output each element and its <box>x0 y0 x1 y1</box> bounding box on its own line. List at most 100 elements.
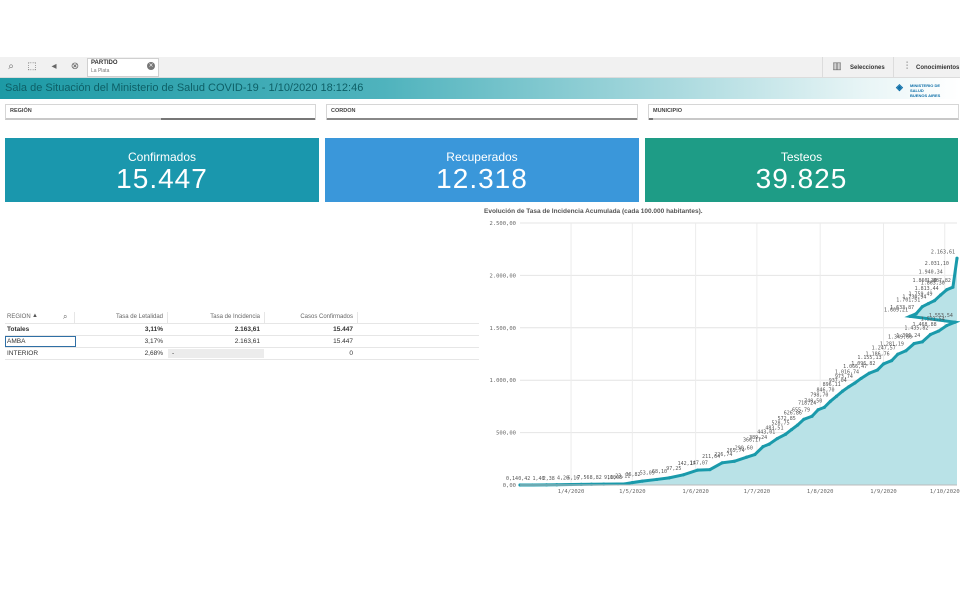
data-label: 1.940,34 <box>919 269 943 275</box>
data-point <box>920 340 924 344</box>
data-point <box>828 399 832 403</box>
data-point <box>655 477 659 482</box>
data-label: 937,04 <box>829 378 847 384</box>
selections-button[interactable]: Selecciones <box>850 65 885 71</box>
data-label: 9,10 <box>604 475 616 481</box>
data-point <box>955 256 959 260</box>
data-label: 528,75 <box>772 421 790 427</box>
y-tick-label: 500,00 <box>496 431 516 437</box>
data-label: 1.435,82 <box>904 326 928 332</box>
data-label: 846,70 <box>816 387 834 393</box>
data-label: 8,82 <box>590 475 602 481</box>
null-cell-bg <box>168 349 264 358</box>
data-point <box>853 381 857 385</box>
table-row[interactable]: INTERIOR 2,68% - 0 <box>5 348 479 360</box>
kpi-label: Testeos <box>780 150 823 164</box>
selections-icon: ▥ <box>832 61 842 72</box>
data-point <box>932 299 937 303</box>
x-tick-label: 1/7/2020 <box>744 489 771 495</box>
data-point <box>834 394 839 398</box>
filter-cordon[interactable]: CORDON <box>326 104 638 120</box>
clear-selections-icon[interactable]: ⊗ <box>70 61 80 72</box>
data-point <box>904 349 908 353</box>
data-label: 23,11 <box>615 474 630 480</box>
x-tick-label: 1/6/2020 <box>682 489 709 495</box>
data-label: 443,01 <box>757 430 775 436</box>
data-point <box>761 445 765 449</box>
selection-chip-partido[interactable]: PARTIDO La Plata × <box>87 58 159 77</box>
column-header-letalidad[interactable]: Tasa de Letalidad <box>115 314 163 320</box>
kpi-testeos: Testeos 39.825 <box>645 138 958 202</box>
conocimientos-button[interactable]: Conocimientos <box>916 65 960 71</box>
data-label: 2,38 <box>543 476 555 482</box>
data-label: 1.553,54 <box>929 313 953 319</box>
close-icon[interactable]: × <box>147 62 155 70</box>
filter-progress <box>161 118 315 120</box>
cell: 0 <box>349 350 353 357</box>
column-divider <box>357 312 358 323</box>
data-point <box>945 288 949 292</box>
data-label: 147,07 <box>690 461 708 467</box>
filter-region[interactable]: REGIÓN <box>5 104 316 120</box>
data-point <box>681 473 685 477</box>
lasso-select-icon[interactable]: ⬚ <box>27 61 37 72</box>
data-point <box>945 323 949 328</box>
column-header-incidencia[interactable]: Tasa de Incidencia <box>210 314 260 320</box>
column-header-region[interactable]: REGION <box>7 314 31 320</box>
insights-icon: ⫶ <box>905 61 909 72</box>
data-point <box>867 371 871 375</box>
data-point <box>708 467 712 472</box>
data-label: 1.468,88 <box>913 322 937 328</box>
sheet-title-bar: Sala de Situación del Ministerio de Salu… <box>0 78 960 99</box>
search-icon[interactable]: ⌕ <box>63 312 68 321</box>
data-label: 1.701,51 <box>896 298 920 304</box>
filter-label: CORDON <box>331 108 356 114</box>
x-tick-label: 1/8/2020 <box>807 489 834 495</box>
page-title: Sala de Situación del Ministerio de Salu… <box>5 82 364 94</box>
data-point <box>896 352 900 356</box>
data-label: 1.066,47 <box>843 364 867 370</box>
kpi-label: Recuperados <box>446 150 518 164</box>
cell-region[interactable]: AMBA <box>7 338 26 345</box>
data-label: 226,74 <box>714 452 732 458</box>
data-label: 68,10 <box>652 469 667 475</box>
data-point <box>775 436 779 441</box>
x-tick-label: 1/10/2020 <box>930 489 960 495</box>
kpi-value: 12.318 <box>436 163 528 194</box>
x-tick-label: 1/5/2020 <box>619 489 646 495</box>
data-label: 1.887,82 <box>927 278 951 284</box>
data-label: 1.759,49 <box>908 292 932 298</box>
cell-region[interactable]: INTERIOR <box>7 350 39 357</box>
sort-ascending-icon[interactable]: ▲ <box>32 313 38 319</box>
column-divider <box>74 312 75 323</box>
filter-progress <box>327 118 637 120</box>
toolbar-divider <box>822 57 823 77</box>
data-label: 6,16 <box>567 475 579 481</box>
data-point <box>939 293 943 297</box>
toolbar-divider <box>893 57 894 77</box>
data-label: 211,64 <box>702 454 720 460</box>
table-row[interactable]: AMBA 3,17% 2.163,61 15.447 <box>5 336 479 348</box>
data-label: 4,20 <box>557 476 569 482</box>
data-point <box>822 405 826 409</box>
data-label: 1.521,54 <box>921 317 945 323</box>
step-back-icon[interactable]: ◂ <box>51 61 57 72</box>
column-header-casos[interactable]: Casos Confirmados <box>300 314 353 320</box>
data-label: 1,40 <box>532 476 544 482</box>
chart-title: Evolución de Tasa de Incidencia Acumulad… <box>484 208 703 215</box>
x-tick-label: 1/4/2020 <box>558 489 585 495</box>
filter-municipio[interactable]: MUNICIPIO <box>648 104 959 120</box>
data-point <box>667 476 671 480</box>
data-label: 389,24 <box>749 435 767 441</box>
smart-search-icon[interactable]: ⌕ <box>8 61 14 72</box>
data-label: 718,24 <box>798 401 816 407</box>
filter-label: MUNICIPIO <box>653 108 683 114</box>
y-tick-label: 2.500,00 <box>490 221 517 227</box>
data-point <box>914 312 918 316</box>
data-label: 290,60 <box>735 446 753 452</box>
kpi-label: Confirmados <box>127 150 197 164</box>
data-point <box>951 285 955 289</box>
data-point <box>783 432 788 436</box>
data-label: 142,17 <box>678 461 696 467</box>
table-totals-row: Totales 3,11% 2.163,61 15.447 <box>5 324 479 336</box>
